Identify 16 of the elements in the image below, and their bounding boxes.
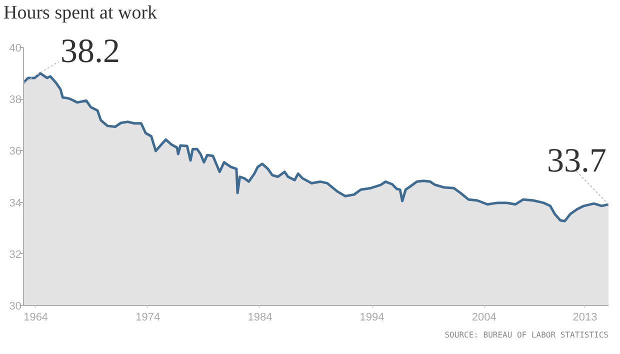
x-tick-label: 2004 — [472, 312, 496, 324]
x-tick-label: 1984 — [248, 312, 272, 324]
y-tick-label: 40 — [9, 42, 22, 54]
y-tick-label: 34 — [9, 197, 22, 210]
annotation: 38.2 — [60, 32, 120, 70]
y-tick-label: 32 — [9, 248, 22, 261]
source-note: SOURCE: BUREAU OF LABOR STATISTICS — [444, 330, 609, 340]
x-tick-label: 1974 — [136, 312, 160, 324]
x-tick-label: 1964 — [24, 312, 48, 324]
y-tick-label: 36 — [9, 146, 22, 158]
y-tick-label: 38 — [9, 94, 22, 106]
annotation: 33.7 — [547, 142, 606, 180]
x-tick-label: 2013 — [572, 312, 598, 324]
y-tick-label: 30 — [9, 300, 22, 312]
x-tick-label: 1994 — [360, 312, 384, 324]
chart-title: Hours spent at work — [4, 2, 158, 24]
